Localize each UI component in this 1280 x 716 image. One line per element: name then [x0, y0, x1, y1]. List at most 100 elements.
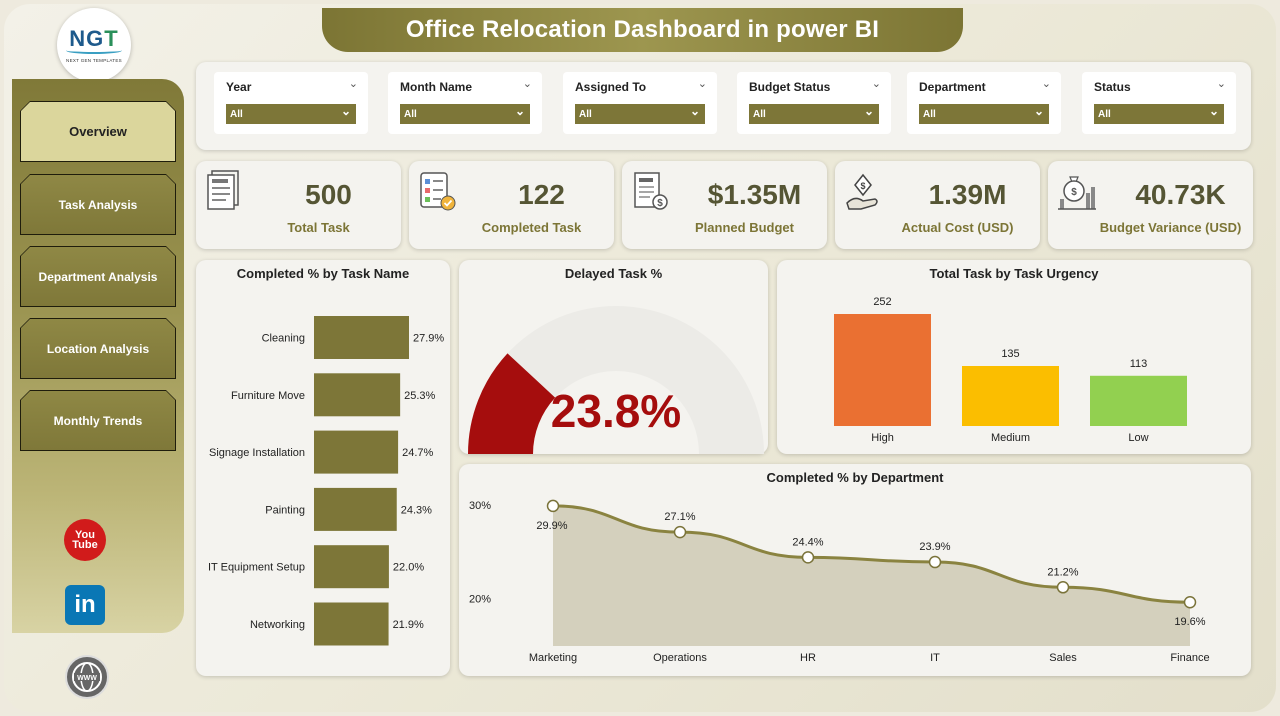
chart-title: Delayed Task %: [564, 266, 663, 281]
checklist-icon: [420, 172, 456, 211]
ngt-logo[interactable]: NGT NEXT GEN TEMPLATES: [57, 8, 131, 82]
filter-select[interactable]: All ⌄: [749, 104, 879, 124]
kpi-card-actual-cost: $ 1.39M Actual Cost (USD): [835, 161, 1040, 249]
chevron-down-icon[interactable]: ⌄: [522, 78, 532, 90]
filter-select[interactable]: All ⌄: [919, 104, 1049, 124]
nav-label: Overview: [21, 102, 175, 161]
category-label: Cleaning: [262, 333, 305, 345]
filter-budget-status[interactable]: Budget Status ⌄ All ⌄: [737, 72, 891, 134]
chevron-down-icon[interactable]: ⌄: [1216, 78, 1226, 90]
logo-swoosh: [66, 47, 122, 54]
category-label: Furniture Move: [231, 390, 305, 402]
panel-completed-by-task-name: Completed % by Task Name Cleaning 27.9% Fu…: [196, 260, 450, 676]
filter-month-name[interactable]: Month Name ⌄ All ⌄: [388, 72, 542, 134]
dashboard-title: Office Relocation Dashboard in power BI: [322, 8, 963, 52]
gauge-fill: [468, 353, 556, 454]
category-label: Signage Installation: [209, 447, 305, 459]
category-label: Painting: [265, 504, 305, 516]
chevron-down-icon[interactable]: ⌄: [1041, 78, 1051, 90]
chevron-down-icon: ⌄: [1208, 104, 1219, 118]
chart-total-task-by-urgency: 252 High 135 Medium 113 Low: [834, 296, 1187, 444]
data-label: 23.9%: [919, 541, 950, 553]
kpi-label: Completed Task: [481, 220, 582, 235]
kpi-label: Total Task: [287, 220, 350, 235]
chevron-down-icon[interactable]: ⌄: [697, 78, 707, 90]
category-label: Medium: [991, 432, 1030, 444]
chart-completed-by-department: 30% 20% 29.9% Marketing 27.1% Operations 24.4%…: [469, 499, 1210, 664]
linkedin-text: in: [74, 591, 96, 618]
chart-title: Total Task by Task Urgency: [929, 266, 1099, 281]
chart-title: Completed % by Department: [766, 470, 944, 485]
category-label: HR: [800, 652, 816, 664]
bar: [314, 430, 399, 474]
category-label: IT: [930, 652, 940, 664]
filter-bar: Year ⌄ All ⌄ Month Name ⌄ All ⌄ Assigned T…: [196, 62, 1251, 150]
data-label: 135: [1001, 348, 1019, 360]
filter-label: Year: [226, 80, 252, 94]
svg-text:$: $: [1071, 187, 1077, 198]
data-point: [546, 499, 560, 513]
bar: [314, 545, 389, 589]
category-label: Networking: [250, 619, 305, 631]
category-label: Operations: [653, 652, 707, 664]
filter-value: All: [404, 108, 417, 120]
y-tick-label: 30%: [469, 500, 491, 512]
data-label: 27.9%: [413, 333, 444, 345]
kpi-label: Actual Cost (USD): [901, 220, 1014, 235]
filter-select[interactable]: All ⌄: [226, 104, 356, 124]
filter-label: Budget Status: [749, 80, 831, 94]
bar: [314, 487, 397, 531]
kpi-label: Planned Budget: [695, 220, 794, 235]
filter-status[interactable]: Status ⌄ All ⌄: [1082, 72, 1236, 134]
category-label: Sales: [1049, 652, 1077, 664]
bar: [314, 373, 401, 417]
data-label: 24.7%: [402, 447, 433, 459]
bar: [1090, 375, 1187, 426]
kpi-value: 1.39M: [928, 179, 1007, 210]
logo-mark: NGT: [69, 25, 119, 51]
gauge-value: 23.8%: [551, 385, 681, 437]
website-globe-icon[interactable]: WWW: [65, 655, 109, 699]
category-label: IT Equipment Setup: [208, 562, 305, 574]
filter-label: Month Name: [400, 80, 472, 94]
bar: [314, 602, 389, 646]
filter-select[interactable]: All ⌄: [400, 104, 530, 124]
filter-department[interactable]: Department ⌄ All ⌄: [907, 72, 1061, 134]
nav-department-analysis[interactable]: Department Analysis: [20, 246, 176, 307]
chevron-down-icon: ⌄: [1033, 104, 1044, 118]
chevron-down-icon[interactable]: ⌄: [348, 78, 358, 90]
area-fill: [553, 505, 1190, 646]
nav-overview[interactable]: Overview: [20, 101, 176, 162]
chevron-down-icon[interactable]: ⌄: [871, 78, 881, 90]
filter-assigned-to[interactable]: Assigned To ⌄ All ⌄: [563, 72, 717, 134]
filter-select[interactable]: All ⌄: [575, 104, 705, 124]
nav-task-analysis[interactable]: Task Analysis: [20, 174, 176, 235]
data-label: 19.6%: [1174, 616, 1205, 628]
filter-value: All: [230, 108, 243, 120]
filter-select[interactable]: All ⌄: [1094, 104, 1224, 124]
svg-text:$: $: [860, 181, 865, 191]
data-point: [673, 525, 687, 539]
nav-monthly-trends[interactable]: Monthly Trends: [20, 390, 176, 451]
linkedin-icon[interactable]: in: [65, 585, 105, 625]
filter-year[interactable]: Year ⌄ All ⌄: [214, 72, 368, 134]
bar: [314, 316, 409, 359]
data-label: 24.4%: [792, 536, 823, 548]
filter-value: All: [753, 108, 766, 120]
nav-location-analysis[interactable]: Location Analysis: [20, 318, 176, 379]
data-point: [928, 555, 942, 569]
panel-delayed-task: Delayed Task % 23.8%: [459, 260, 768, 454]
bar: [962, 366, 1059, 426]
svg-text:$: $: [657, 198, 663, 209]
category-label: Marketing: [529, 652, 577, 664]
data-label: 21.2%: [1047, 566, 1078, 578]
filter-label: Status: [1094, 80, 1131, 94]
youtube-icon[interactable]: You Tube: [64, 519, 106, 561]
kpi-value: 122: [518, 179, 565, 210]
chevron-down-icon: ⌄: [689, 104, 700, 118]
filter-value: All: [1098, 108, 1111, 120]
data-point: [1183, 595, 1197, 609]
task-list-icon: [207, 170, 239, 210]
chart-title: Completed % by Task Name: [236, 266, 410, 281]
kpi-card-total-task: 500 Total Task: [196, 161, 401, 249]
